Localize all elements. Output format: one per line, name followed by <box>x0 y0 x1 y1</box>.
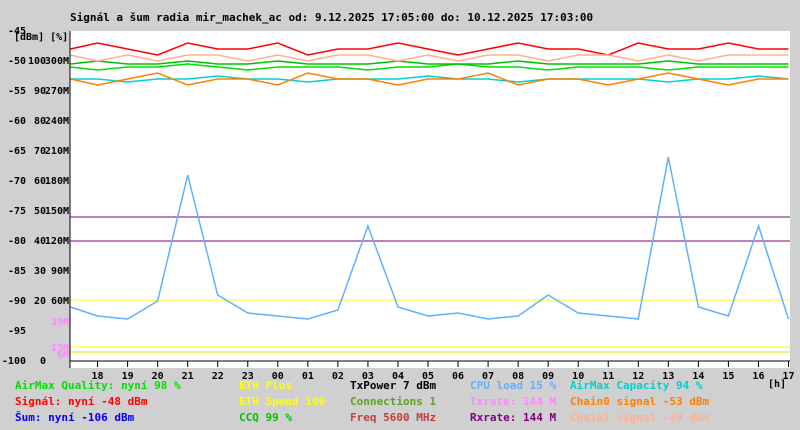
series-line <box>70 156 790 320</box>
x-tick-label: 15 <box>722 371 734 382</box>
x-tick-label: 05 <box>422 371 434 382</box>
x-tick-label: 22 <box>212 371 224 382</box>
x-tick-label: 04 <box>392 371 404 382</box>
y2-tick-label: 50 <box>34 206 46 217</box>
legend-entry: Chain0 signal -53 dBm <box>570 395 709 408</box>
y-tick-label: -45 <box>8 26 26 37</box>
x-tick-label: 03 <box>362 371 374 382</box>
legend-entry: Connections 1 <box>350 395 436 408</box>
y-tick-label: -95 <box>8 326 26 337</box>
legend-entry: Freq 5600 MHz <box>350 411 436 424</box>
y3-tick-label: 150M <box>45 206 69 217</box>
x-tick-label: 19 <box>122 371 134 382</box>
y-tick-label: -50 <box>8 56 26 67</box>
x-tick-label: 09 <box>542 371 554 382</box>
x-tick-label: 18 <box>92 371 104 382</box>
legend-entry: CCQ 99 % <box>239 411 292 424</box>
series-line <box>70 42 789 56</box>
y3-tick-label: 60M <box>51 296 69 307</box>
legend-entry: Šum: nyní -106 dBm <box>15 411 135 424</box>
y2-tick-label: 90 <box>34 86 46 97</box>
x-tick-label: 14 <box>692 371 704 382</box>
y3-marker-label: 13M <box>51 343 69 354</box>
y-tick-label: -70 <box>8 176 26 187</box>
x-tick-label: 20 <box>152 371 164 382</box>
legend-entry: AirMax Capacity 94 % <box>570 379 703 392</box>
y-tick-label: -60 <box>8 116 26 127</box>
series-line <box>70 72 789 86</box>
y-tick-label: -65 <box>8 146 26 157</box>
series-line <box>70 63 789 71</box>
y2-tick-label: 80 <box>34 116 46 127</box>
y3-marker-label: 6M <box>57 350 69 361</box>
y2-tick-label: 60 <box>34 176 46 187</box>
x-tick-label: 16 <box>752 371 764 382</box>
x-tick-label: 11 <box>602 371 614 382</box>
x-tick-label: 02 <box>332 371 344 382</box>
y-tick-label: -55 <box>8 86 26 97</box>
x-tick-label: 17 <box>782 371 794 382</box>
legend-entry: CPU load 15 % <box>470 379 556 392</box>
y3-marker-label: 39M <box>51 317 69 328</box>
y2-tick-label: 100 <box>28 56 46 67</box>
y3-tick-label: 240M <box>45 116 69 127</box>
x-label: [h] <box>768 379 786 390</box>
y-label: [dBm] [%] <box>14 32 68 43</box>
y-tick-label: -80 <box>8 236 26 247</box>
x-tick-label: 01 <box>302 371 314 382</box>
series-line <box>70 60 789 65</box>
y3-tick-label: 120M <box>45 236 69 247</box>
y2-tick-label: 40 <box>34 236 46 247</box>
legend-entry: Rxrate: 144 M <box>470 411 556 424</box>
y-tick-label: -90 <box>8 296 26 307</box>
y2-tick-label: 70 <box>34 146 46 157</box>
y-tick-label: -75 <box>8 206 26 217</box>
x-tick-label: 00 <box>272 371 284 382</box>
y3-tick-label: 270M <box>45 86 69 97</box>
y2-tick-label: 30 <box>34 266 46 277</box>
y2-tick-label: 0 <box>40 356 46 367</box>
x-tick-label: 06 <box>452 371 464 382</box>
legend-entry: ETH Plus <box>239 379 292 392</box>
y2-tick-label: 20 <box>34 296 46 307</box>
x-tick-label: 07 <box>482 371 494 382</box>
series-line <box>70 75 789 83</box>
legend-entry: Signál: nyní -48 dBm <box>15 395 148 408</box>
y3-tick-label: 90M <box>51 266 69 277</box>
y-tick-label: -100 <box>2 356 26 367</box>
y3-tick-label: 300M <box>45 56 69 67</box>
x-tick-label: 08 <box>512 371 524 382</box>
y3-tick-label: 210M <box>45 146 69 157</box>
x-tick-label: 21 <box>182 371 194 382</box>
plot-area <box>70 31 790 368</box>
x-tick-label: 12 <box>632 371 644 382</box>
legend-entry: ETH Speed 100 <box>239 395 325 408</box>
chart-title: Signál a šum radia mir_machek_ac od: 9.1… <box>70 11 593 24</box>
legend-entry: TxPower 7 dBm <box>350 379 436 392</box>
x-tick-label: 23 <box>242 371 254 382</box>
x-tick-label: 10 <box>572 371 584 382</box>
legend-entry: AirMax Quality: nyní 98 % <box>15 379 181 392</box>
series-line <box>70 54 789 62</box>
y3-tick-label: 180M <box>45 176 69 187</box>
x-tick-label: 13 <box>662 371 674 382</box>
legend-entry: Chain1 signal -49 dBm <box>570 411 709 424</box>
y-tick-label: -85 <box>8 266 26 277</box>
legend-entry: Txrate: 144 M <box>470 395 556 408</box>
